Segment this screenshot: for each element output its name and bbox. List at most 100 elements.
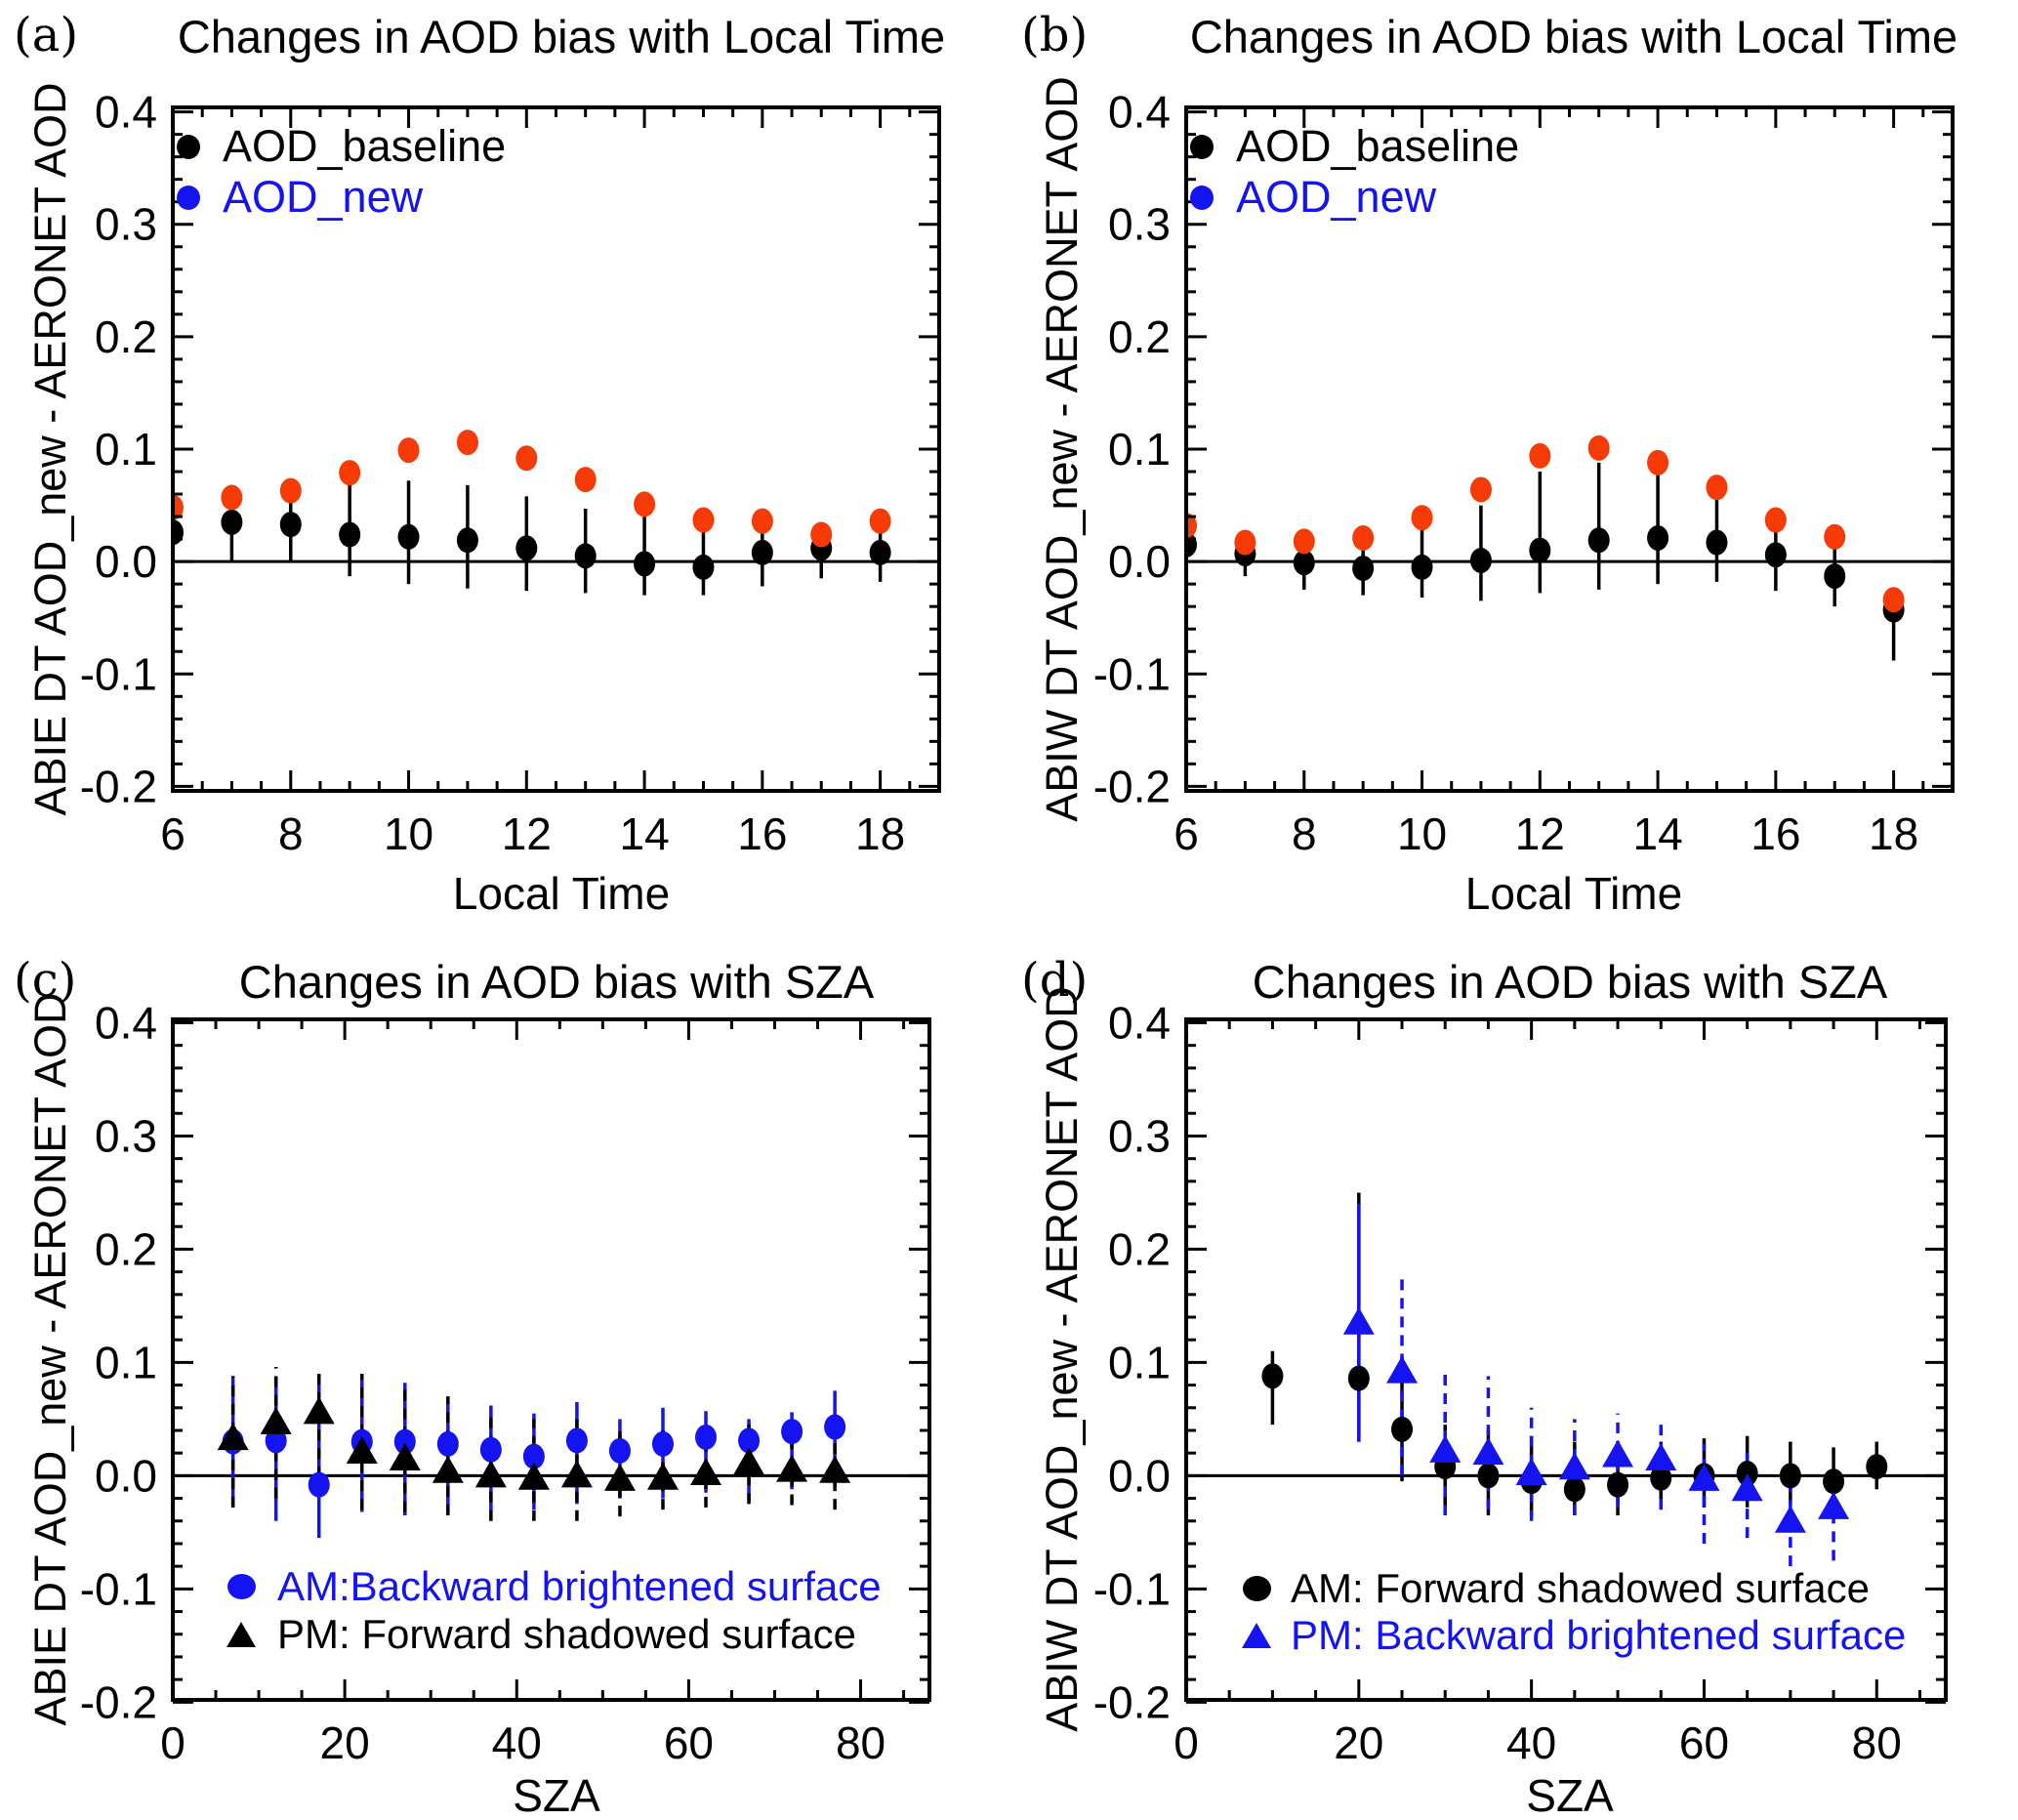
data-area bbox=[217, 1367, 851, 1539]
x-tick-label: 16 bbox=[1750, 808, 1800, 859]
marker-triangle bbox=[819, 1455, 851, 1483]
marker-circle bbox=[1764, 507, 1787, 533]
marker-circle bbox=[279, 477, 302, 504]
x-tick-label: 80 bbox=[1852, 1717, 1902, 1768]
marker-circle bbox=[1824, 523, 1846, 550]
ticks bbox=[1184, 1019, 1946, 1704]
data-area bbox=[1261, 1192, 1888, 1567]
x-tick-label: 0 bbox=[160, 1717, 185, 1768]
marker-circle bbox=[738, 1427, 761, 1454]
y-tick-label: 0.4 bbox=[1108, 87, 1171, 138]
marker-circle bbox=[1261, 1363, 1284, 1389]
x-tick-label: 14 bbox=[619, 808, 669, 859]
marker-circle bbox=[692, 554, 715, 580]
marker-triangle bbox=[1386, 1355, 1419, 1384]
marker-triangle bbox=[1429, 1434, 1462, 1463]
marker-circle bbox=[634, 491, 656, 517]
marker-circle bbox=[751, 508, 773, 534]
y-tick-label: -0.2 bbox=[80, 1676, 157, 1727]
marker-circle bbox=[608, 1437, 631, 1464]
x-tick-label: 10 bbox=[1397, 808, 1447, 859]
marker-triangle bbox=[260, 1406, 292, 1434]
marker-circle bbox=[1293, 550, 1315, 576]
marker-circle bbox=[1823, 1468, 1845, 1495]
panel-d-plot: 0.4 0.3 0.2 0.1 0.0 -0.1 -0.20 20 40 60 80 bbox=[1093, 997, 1948, 1768]
marker-triangle bbox=[560, 1460, 593, 1488]
marker-circle bbox=[1587, 527, 1610, 554]
marker-circle bbox=[1736, 1461, 1758, 1487]
x-tick-label: 18 bbox=[855, 808, 905, 859]
marker-circle bbox=[515, 445, 538, 472]
marker-triangle bbox=[346, 1436, 378, 1465]
marker-triangle bbox=[1472, 1437, 1504, 1466]
marker-circle bbox=[1706, 529, 1728, 556]
marker-circle bbox=[279, 512, 302, 538]
marker-circle bbox=[869, 508, 891, 534]
y-tick-label: -0.1 bbox=[80, 1563, 157, 1614]
marker-circle bbox=[522, 1443, 545, 1469]
marker-circle bbox=[1469, 476, 1492, 503]
y-tick-label: 0.3 bbox=[95, 199, 157, 250]
x-tick-label: 18 bbox=[1869, 808, 1918, 859]
marker-circle bbox=[869, 539, 891, 565]
x-tick-label: 0 bbox=[1174, 1717, 1199, 1768]
y-tick-label: -0.2 bbox=[1093, 1676, 1171, 1727]
x-tick-label: 20 bbox=[1334, 1717, 1383, 1768]
marker-circle bbox=[456, 527, 478, 554]
marker-circle bbox=[397, 437, 420, 464]
ticks bbox=[1184, 107, 1955, 791]
marker-circle bbox=[173, 494, 184, 520]
marker-circle bbox=[265, 1427, 287, 1454]
marker-circle bbox=[1563, 1476, 1586, 1503]
x-tick-label: 12 bbox=[1515, 808, 1565, 859]
marker-triangle bbox=[517, 1462, 550, 1490]
y-tick-label: -0.1 bbox=[1093, 648, 1171, 699]
y-tick-label: -0.1 bbox=[80, 648, 157, 699]
marker-triangle bbox=[646, 1462, 679, 1490]
marker-triangle bbox=[1688, 1463, 1720, 1491]
marker-triangle bbox=[474, 1460, 507, 1488]
marker-circle bbox=[751, 539, 773, 565]
marker-circle bbox=[393, 1428, 416, 1455]
marker-circle bbox=[515, 535, 538, 561]
marker-circle bbox=[1647, 524, 1669, 551]
x-tick-label: 6 bbox=[1174, 808, 1199, 859]
marker-circle bbox=[339, 521, 361, 548]
x-tick-label: 10 bbox=[384, 808, 433, 859]
axis-box bbox=[1184, 105, 1955, 793]
panel-a-plot: 0.4 0.3 0.2 0.1 0.0 -0.1 -0.26 8 10 12 14 16 18 bbox=[80, 87, 941, 859]
marker-triangle bbox=[1602, 1439, 1634, 1468]
axis-box bbox=[171, 1017, 931, 1702]
y-tick-label: 0.2 bbox=[1108, 311, 1171, 362]
x-tick-label: 16 bbox=[737, 808, 787, 859]
marker-circle bbox=[221, 509, 243, 535]
y-tick-label: 0.2 bbox=[95, 311, 157, 362]
marker-triangle bbox=[776, 1454, 808, 1482]
x-tick-label: 6 bbox=[160, 808, 185, 859]
marker-triangle bbox=[603, 1463, 636, 1491]
marker-circle bbox=[692, 507, 715, 533]
panel-b-plot: 0.4 0.3 0.2 0.1 0.0 -0.1 -0.26 8 10 12 14 16 18 bbox=[1093, 87, 1955, 859]
marker-circle bbox=[1647, 449, 1669, 476]
marker-circle bbox=[1186, 513, 1197, 539]
x-tick-label: 20 bbox=[320, 1717, 370, 1768]
ticks bbox=[171, 1019, 929, 1704]
axis-box bbox=[171, 105, 941, 793]
panel-c-plot: 0.4 0.3 0.2 0.1 0.0 -0.1 -0.20 20 40 60 80 bbox=[80, 997, 931, 1768]
marker-circle bbox=[1469, 547, 1492, 573]
marker-circle bbox=[1607, 1471, 1629, 1498]
marker-triangle bbox=[1731, 1473, 1763, 1502]
marker-circle bbox=[1234, 529, 1256, 556]
marker-circle bbox=[1866, 1454, 1888, 1480]
marker-circle bbox=[1706, 475, 1728, 501]
x-tick-label: 8 bbox=[1292, 808, 1317, 859]
y-tick-label: 0.3 bbox=[1108, 199, 1171, 250]
y-tick-label: 0.1 bbox=[1108, 424, 1171, 475]
y-tick-label: -0.2 bbox=[1093, 761, 1171, 811]
marker-triangle bbox=[690, 1458, 722, 1486]
marker-circle bbox=[1529, 537, 1551, 563]
data-area bbox=[173, 430, 891, 596]
y-tick-label: 0.2 bbox=[95, 1223, 157, 1274]
y-tick-label: 0.0 bbox=[95, 536, 157, 587]
marker-circle bbox=[781, 1419, 803, 1445]
